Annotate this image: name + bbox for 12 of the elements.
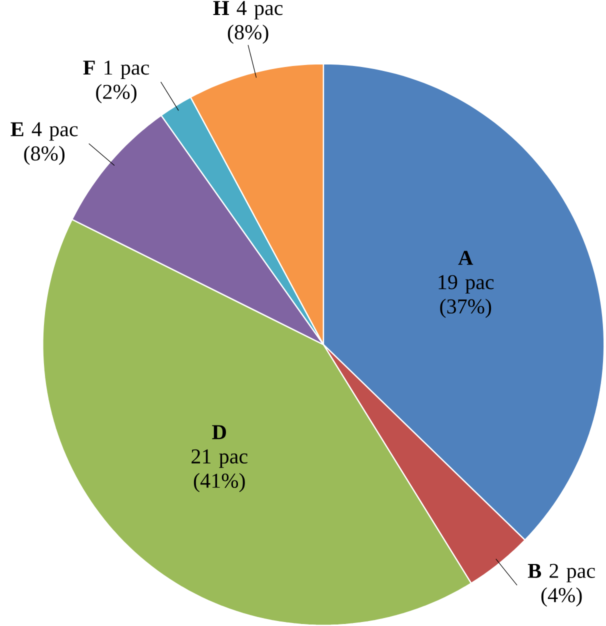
data-label: 21 pac (41%) — [192, 449, 248, 492]
slice-label: B — [528, 564, 542, 578]
slice-label: F — [83, 60, 95, 75]
data-label: 4 pac (8%) — [228, 1, 283, 44]
data-label: 4 pac (8%) — [24, 122, 78, 165]
data-label: 2 pac (4%) — [541, 564, 595, 607]
slice-label: D — [212, 425, 226, 440]
slice-label: H — [213, 1, 230, 15]
slice-label: A — [458, 250, 474, 265]
data-label: 1 pac (2%) — [96, 60, 150, 104]
data-label: 19 pac (37%) — [438, 275, 494, 318]
slice-label: E — [10, 122, 24, 136]
